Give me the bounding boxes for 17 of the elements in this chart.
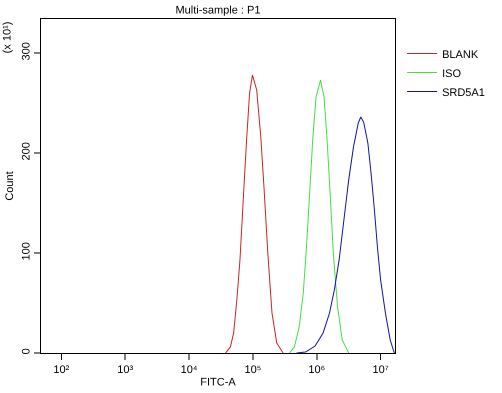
x-tick-label: 10⁵ <box>244 364 262 376</box>
y-axis-title: Count <box>4 171 16 201</box>
x-tick-label: 10³ <box>117 364 134 376</box>
chart-title: Multi-sample : P1 <box>176 4 260 17</box>
legend-label: BLANK <box>442 48 479 61</box>
text: (x 10¹) <box>1 22 14 54</box>
y-tick-label: 200 <box>20 142 33 161</box>
y-tick-label: 0 <box>20 348 33 354</box>
x-tick-label: 10² <box>53 364 70 376</box>
x-axis-title: FITC-A <box>200 376 236 388</box>
x-tick-label: 10⁶ <box>308 364 326 376</box>
legend-label: ISO <box>442 68 462 80</box>
y-tick-label: 300 <box>20 42 33 61</box>
x-tick-label: 10⁷ <box>372 364 389 376</box>
legend-label: SRD5A1 <box>442 86 485 99</box>
y-tick-label: 100 <box>20 242 33 261</box>
x-tick-label: 10⁴ <box>180 364 198 376</box>
